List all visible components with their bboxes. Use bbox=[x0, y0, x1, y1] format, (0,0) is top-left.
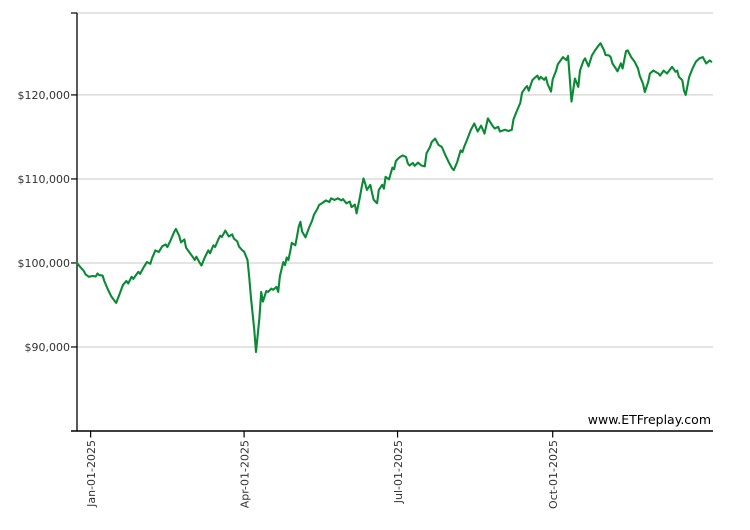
portfolio-line bbox=[75, 42, 713, 354]
x-tick-label: Oct-01-2025 bbox=[547, 440, 560, 509]
y-axis-labels: $120,000 $110,000 $100,000 $90,000 bbox=[18, 89, 71, 354]
x-axis-labels: Jan-01-2025 Apr-01-2025 Jul-01-2025 Oct-01-… bbox=[85, 440, 560, 509]
x-tick-label: Apr-01-2025 bbox=[239, 440, 252, 508]
x-tick-label: Jan-01-2025 bbox=[85, 440, 98, 508]
y-tick-label: $100,000 bbox=[18, 257, 71, 270]
x-axis-ticks bbox=[90, 431, 554, 438]
y-tick-label: $110,000 bbox=[18, 173, 71, 186]
y-axis-ticks bbox=[71, 12, 77, 348]
y-tick-label: $120,000 bbox=[18, 89, 71, 102]
watermark-text: www.ETFreplay.com bbox=[588, 412, 711, 427]
axes bbox=[71, 13, 713, 432]
gridlines bbox=[77, 12, 713, 348]
x-tick-label: Jul-01-2025 bbox=[392, 440, 405, 504]
y-tick-label: $90,000 bbox=[25, 341, 71, 354]
